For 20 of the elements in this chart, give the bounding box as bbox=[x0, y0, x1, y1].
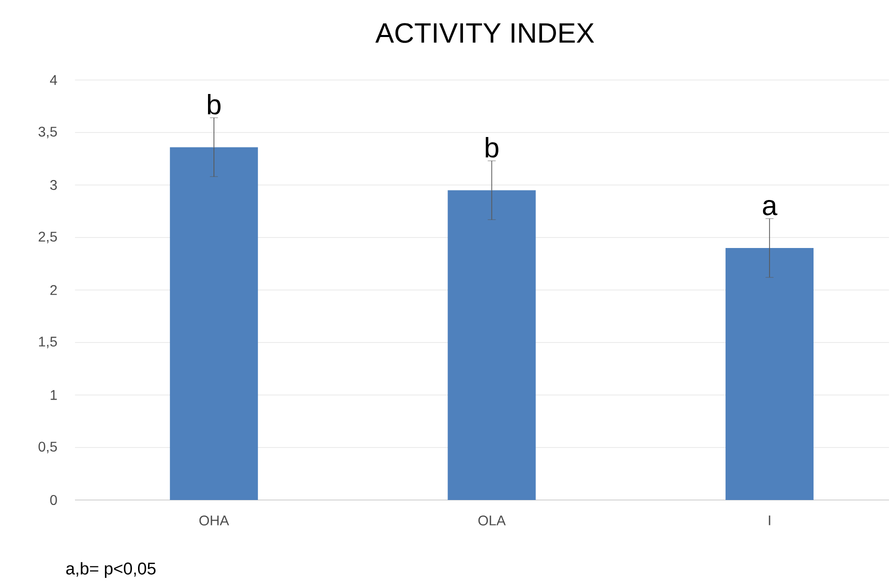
bar bbox=[448, 190, 536, 500]
annotation: b bbox=[208, 94, 221, 115]
y-tick-label: 2,5 bbox=[38, 232, 57, 244]
y-tick-label: 3 bbox=[50, 180, 57, 190]
annotation: a bbox=[762, 200, 778, 216]
bar bbox=[726, 248, 814, 500]
y-tick-label: 4 bbox=[50, 75, 58, 85]
y-tick-label: 0 bbox=[50, 495, 57, 505]
chart-title: ACTIVITY INDEX bbox=[375, 23, 594, 43]
text: a,b= p<0,05 bbox=[66, 562, 156, 578]
y-tick-label: 2 bbox=[50, 285, 57, 295]
y-tick-label: 1,5 bbox=[39, 336, 57, 348]
bar bbox=[170, 147, 258, 500]
y-tick-label: 1 bbox=[50, 390, 57, 400]
annotation: b bbox=[486, 137, 498, 158]
x-tick-label: I bbox=[768, 516, 770, 526]
y-tick-label: 0,5 bbox=[38, 442, 57, 454]
x-tick-label: OLA bbox=[478, 516, 506, 526]
x-tick-label: OHA bbox=[199, 516, 230, 526]
y-tick-label: 3,5 bbox=[38, 126, 57, 138]
